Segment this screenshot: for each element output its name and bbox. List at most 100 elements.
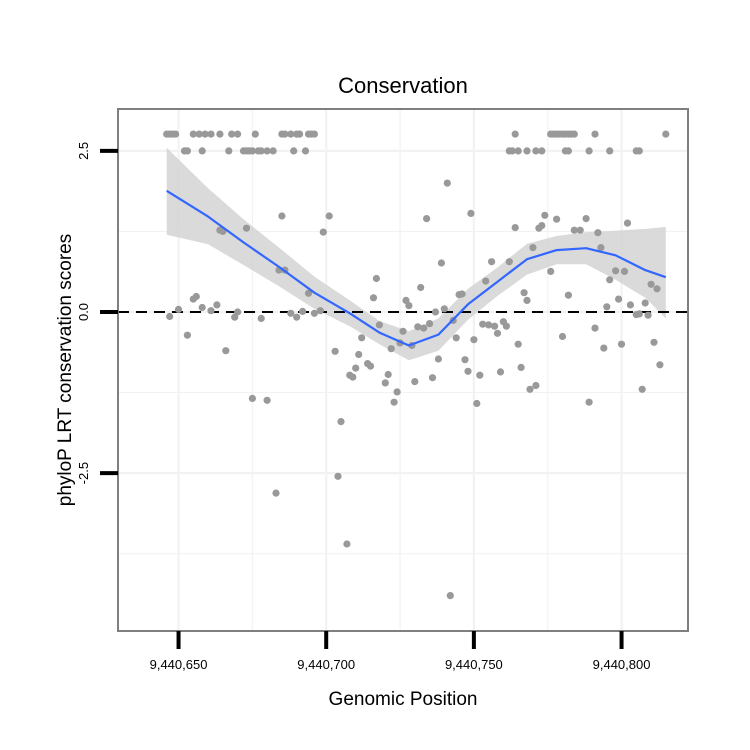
data-point-34 <box>511 130 519 138</box>
data-point-158 <box>564 291 573 299</box>
data-point-11 <box>216 130 224 138</box>
data-point-163 <box>591 324 599 332</box>
data-point-149 <box>526 385 534 393</box>
chart-title: Conservation <box>338 73 468 98</box>
data-point-56 <box>635 147 643 155</box>
data-point-73 <box>257 314 265 322</box>
data-point-177 <box>638 385 646 393</box>
data-point-103 <box>387 345 395 353</box>
data-point-147 <box>520 289 528 297</box>
data-point-157 <box>558 332 567 341</box>
data-point-22 <box>263 147 271 155</box>
data-point-128 <box>461 356 469 364</box>
data-point-52 <box>585 147 593 155</box>
data-point-105 <box>393 388 401 396</box>
data-point-23 <box>269 147 277 155</box>
data-point-123 <box>446 592 454 600</box>
data-point-129 <box>464 367 472 375</box>
data-point-65 <box>213 301 221 309</box>
confidence-band-area <box>166 147 666 361</box>
data-point-176 <box>635 310 643 318</box>
x-tick-label-3: 9,440,800 <box>593 657 651 672</box>
data-point-81 <box>299 307 307 315</box>
data-point-154 <box>541 211 549 219</box>
data-point-160 <box>576 226 584 234</box>
smooth-curve <box>166 189 667 347</box>
data-point-100 <box>375 321 383 329</box>
data-point-5 <box>183 147 191 155</box>
data-point-21 <box>257 147 265 155</box>
data-point-37 <box>514 147 522 155</box>
y-tick-label-2: -2.5 <box>76 462 91 484</box>
data-point-18 <box>248 147 256 155</box>
data-point-181 <box>650 338 658 346</box>
data-point-53 <box>591 130 599 138</box>
data-point-137 <box>488 258 496 266</box>
data-point-90 <box>343 540 351 548</box>
data-point-131 <box>470 336 478 344</box>
data-point-51 <box>564 147 573 155</box>
data-point-127 <box>458 290 466 298</box>
data-point-135 <box>482 277 490 285</box>
data-point-161 <box>582 215 590 223</box>
data-point-120 <box>437 259 445 267</box>
data-point-143 <box>505 258 513 266</box>
data-point-83 <box>310 309 318 317</box>
confidence-band <box>166 147 666 361</box>
data-point-146 <box>517 363 525 371</box>
data-point-113 <box>417 283 425 292</box>
data-point-6 <box>189 130 197 138</box>
data-point-117 <box>428 374 437 382</box>
data-point-25 <box>281 130 289 138</box>
data-point-99 <box>372 274 380 283</box>
x-axis-label: Genomic Position <box>329 689 478 710</box>
data-point-84 <box>316 307 324 315</box>
data-point-169 <box>612 267 620 275</box>
x-axis: 9,440,650 9,440,700 9,440,750 9,440,800 <box>150 631 651 672</box>
data-point-178 <box>641 299 649 307</box>
x-tick-label-2: 9,440,750 <box>445 657 503 672</box>
data-point-142 <box>502 322 510 330</box>
data-point-79 <box>287 309 295 317</box>
data-point-132 <box>473 399 481 408</box>
data-point-70 <box>234 308 242 316</box>
data-points <box>163 130 670 600</box>
data-point-97 <box>366 362 375 370</box>
data-point-162 <box>585 398 593 406</box>
data-point-82 <box>304 289 313 297</box>
data-point-153 <box>538 222 546 230</box>
x-tick-label-0: 9,440,650 <box>150 657 208 672</box>
data-point-75 <box>272 489 280 497</box>
data-point-74 <box>263 396 271 404</box>
data-point-104 <box>390 398 398 406</box>
data-point-179 <box>644 311 652 319</box>
data-point-121 <box>440 305 448 313</box>
data-point-166 <box>600 344 608 352</box>
data-point-168 <box>606 276 614 284</box>
data-point-93 <box>352 364 360 372</box>
y-axis-label: phyloP LRT conservation scores <box>55 234 76 507</box>
data-point-57 <box>662 130 670 138</box>
data-point-19 <box>251 130 259 138</box>
data-point-39 <box>532 147 540 155</box>
data-point-125 <box>452 334 460 342</box>
data-point-14 <box>234 130 242 138</box>
data-point-76 <box>278 212 286 220</box>
y-tick-label-0: 2.5 <box>76 142 91 160</box>
data-point-151 <box>532 381 540 390</box>
data-point-119 <box>434 355 442 363</box>
data-point-165 <box>597 244 605 252</box>
data-point-116 <box>426 320 434 328</box>
y-tick-label-1: 0.0 <box>76 303 91 321</box>
data-point-164 <box>594 229 602 237</box>
data-point-145 <box>514 340 522 348</box>
data-point-29 <box>296 130 304 138</box>
data-point-8 <box>198 147 206 155</box>
data-point-112 <box>414 323 422 331</box>
data-point-85 <box>319 228 327 236</box>
data-point-133 <box>476 371 484 379</box>
data-point-3 <box>172 130 180 138</box>
data-point-170 <box>615 295 623 303</box>
data-point-150 <box>529 244 537 252</box>
data-point-59 <box>174 305 183 313</box>
